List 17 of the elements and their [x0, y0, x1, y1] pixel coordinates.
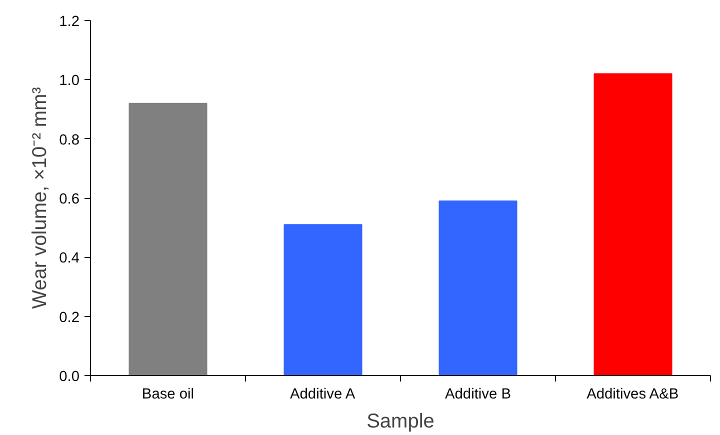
bar: [128, 102, 208, 376]
y-tick-label: 0.4: [59, 250, 80, 267]
y-tick-label: 0.6: [59, 192, 80, 208]
bar: [438, 200, 518, 376]
y-axis-title: Wear volume, ×10⁻² mm³: [29, 86, 52, 309]
bar: [284, 224, 362, 376]
y-tick-label: 1.0: [59, 73, 80, 90]
y-tick-label: 0.2: [59, 310, 80, 326]
x-tick-label: Additives A&B: [586, 386, 679, 402]
x-tick-label: Additive B: [445, 386, 512, 402]
y-tick-label: 0.8: [59, 132, 80, 148]
x-axis-title: Sample: [366, 410, 434, 432]
bar: [594, 73, 672, 376]
y-tick-label: 1.2: [59, 14, 80, 30]
x-tick-label: Base oil: [142, 386, 194, 402]
x-tick-label: Additive A: [290, 386, 356, 402]
y-tick-label: 0.0: [59, 369, 80, 385]
